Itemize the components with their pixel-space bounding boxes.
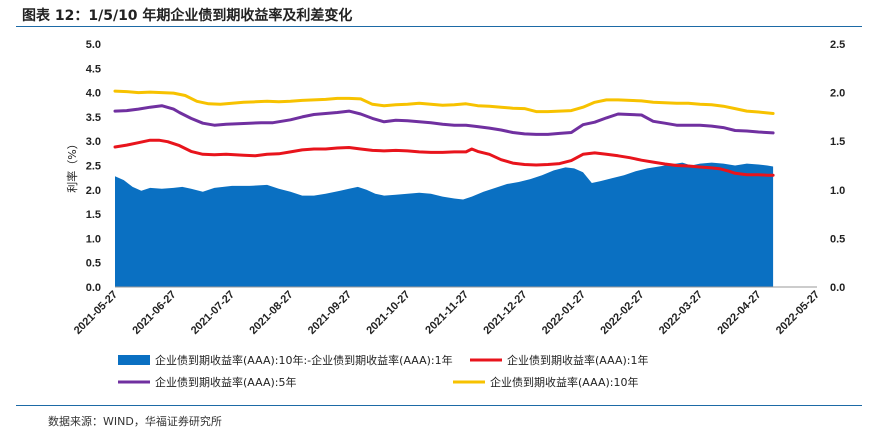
yield-10y-line [113, 89, 775, 115]
y-tick-label-right: 0.5 [830, 233, 845, 245]
y-tick-label-left: 4.5 [86, 63, 101, 75]
y-tick-label-right: 0.0 [830, 282, 845, 294]
x-tick-label: 2021-12-27 [481, 289, 529, 337]
x-tick-label: 2021-05-27 [72, 289, 120, 337]
x-tick-label: 2021-11-27 [423, 289, 471, 337]
yield-1y-line [113, 138, 775, 177]
x-tick-label: 2021-10-27 [364, 289, 412, 337]
bottom-rule [16, 405, 862, 406]
y-tick-label-left: 0.0 [86, 282, 101, 294]
spread-area-series [115, 162, 774, 287]
y-tick-label-left: 2.5 [86, 161, 101, 173]
legend-item-1y-label: 企业债到期收益率(AAA):1年 [507, 353, 648, 367]
x-tick-label: 2021-06-27 [130, 289, 178, 337]
legend-item-spread-swatch [118, 355, 150, 365]
x-tick-label: 2021-07-27 [189, 289, 237, 337]
yield-spread-chart: 0.0 0.5 1.0 1.5 2.0 2.5 3.0 3.5 4.0 4.5 5.0 0.0 0.5 1… [65, 39, 845, 389]
x-tick-label: 2021-09-27 [306, 289, 354, 337]
x-tick-label: 2022-04-27 [715, 289, 763, 337]
x-tick-label: 2022-05-27 [774, 289, 822, 337]
y-tick-label-left: 2.0 [86, 185, 101, 197]
figure-title: 图表 12：1/5/10 年期企业债到期收益率及利差变化 [22, 8, 353, 24]
legend-item-spread-label: 企业债到期收益率(AAA):10年:-企业债到期收益率(AAA):1年 [155, 353, 453, 367]
y-tick-label-left: 3.0 [86, 136, 101, 148]
y-tick-label-left: 4.0 [86, 88, 101, 100]
yield-5y-line [113, 104, 775, 136]
y-tick-label-right: 1.5 [830, 136, 845, 148]
y-tick-label-left: 0.5 [86, 258, 101, 270]
y-tick-label-right: 2.0 [830, 88, 845, 100]
top-rule [16, 26, 862, 27]
y-tick-label-left: 5.0 [86, 39, 101, 51]
y-tick-label-left: 1.5 [86, 209, 101, 221]
source-note: 数据来源：WIND，华福证券研究所 [48, 415, 222, 428]
y-tick-label-left: 3.5 [86, 112, 101, 124]
y-tick-label-right: 2.5 [830, 39, 845, 51]
x-tick-label: 2022-03-27 [657, 289, 705, 337]
x-tick-label: 2022-02-27 [598, 289, 646, 337]
y-axis-label: 利率（%） [65, 138, 79, 192]
x-tick-label: 2021-08-27 [247, 289, 295, 337]
legend-item-10y-label: 企业债到期收益率(AAA):10年 [490, 375, 638, 389]
y-tick-label-right: 1.0 [830, 185, 845, 197]
x-tick-label: 2022-01-27 [540, 289, 588, 337]
title-bar: 图表 12：1/5/10 年期企业债到期收益率及利差变化 [0, 0, 869, 27]
y-tick-label-left: 1.0 [86, 233, 101, 245]
legend-item-5y-label: 企业债到期收益率(AAA):5年 [155, 375, 296, 389]
